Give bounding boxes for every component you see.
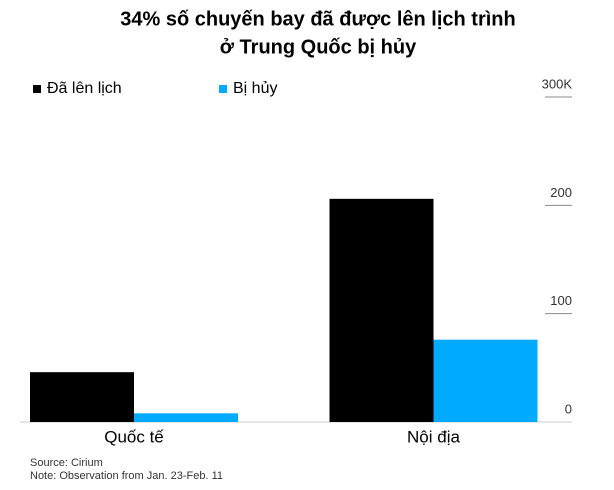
- legend-label: Bị hủy: [233, 80, 277, 97]
- x-tick-label: Quốc tế: [104, 427, 164, 446]
- y-tick-label: 200: [550, 185, 572, 200]
- chart-title: ở Trung Quốc bị hủy: [220, 36, 417, 58]
- legend-swatch: [219, 85, 227, 93]
- y-tick-label: 100: [550, 293, 572, 308]
- chart-title: 34% số chuyến bay đã được lên lịch trình: [120, 8, 515, 30]
- bar: [329, 198, 434, 422]
- source-note: Source: Cirium: [30, 457, 103, 469]
- note: Note: Observation from Jan. 23-Feb. 11: [30, 470, 223, 482]
- bar: [433, 339, 538, 422]
- bar: [30, 372, 134, 422]
- y-tick-label: 300K: [542, 76, 573, 91]
- x-tick-label: Nội địa: [407, 427, 460, 446]
- legend-label: Đã lên lịch: [47, 80, 122, 97]
- legend-swatch: [33, 85, 41, 93]
- bar: [134, 413, 238, 422]
- y-tick-label: 0: [565, 401, 572, 416]
